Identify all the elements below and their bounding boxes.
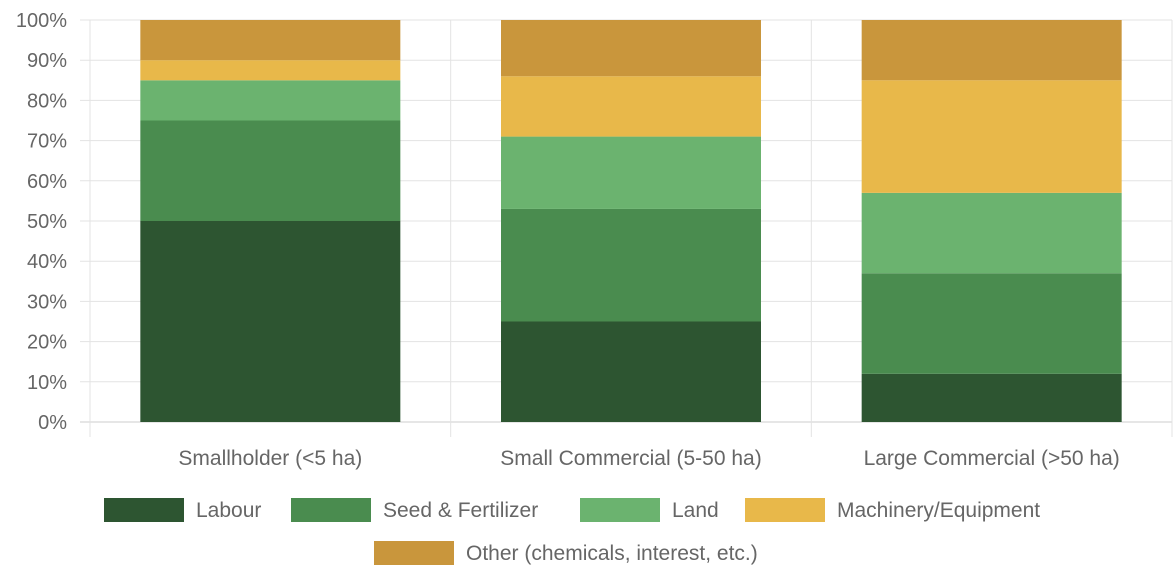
x-tick-label: Small Commercial (5-50 ha): [500, 447, 761, 470]
bar-segment-other-chemicals-interest-etc: [140, 20, 401, 61]
legend-swatch: [580, 498, 660, 522]
bar-segment-other-chemicals-interest-etc: [501, 20, 761, 77]
bar-segment-other-chemicals-interest-etc: [861, 20, 1122, 81]
legend-label: Other (chemicals, interest, etc.): [466, 542, 758, 565]
bar-segment-seed-fertilizer: [140, 120, 401, 221]
legend-swatch: [374, 541, 454, 565]
legend-swatch: [104, 498, 184, 522]
bar-segment-land: [861, 192, 1122, 274]
bar-segment-labour: [501, 321, 761, 422]
legend-label: Seed & Fertilizer: [383, 499, 538, 522]
x-tick-label: Smallholder (<5 ha): [178, 447, 362, 470]
legend-swatch: [291, 498, 371, 522]
bar-segment-machinery-equipment: [140, 60, 401, 81]
y-tick-label: 0%: [38, 412, 67, 434]
y-tick-label: 60%: [27, 171, 67, 193]
bar-segment-labour: [861, 373, 1122, 422]
bar-segment-machinery-equipment: [861, 80, 1122, 193]
y-tick-label: 70%: [27, 131, 67, 153]
x-tick-label: Large Commercial (>50 ha): [864, 447, 1120, 470]
y-tick-label: 10%: [27, 372, 67, 394]
legend-label: Labour: [196, 499, 261, 522]
bar-segment-land: [501, 136, 761, 209]
legend-swatch: [745, 498, 825, 522]
y-tick-label: 30%: [27, 291, 67, 313]
y-tick-label: 90%: [27, 50, 67, 72]
y-tick-label: 50%: [27, 211, 67, 233]
legend-label: Land: [672, 499, 719, 522]
y-tick-label: 20%: [27, 332, 67, 354]
bar-segment-land: [140, 80, 401, 121]
y-tick-label: 40%: [27, 251, 67, 273]
y-tick-label: 80%: [27, 90, 67, 112]
bar-segment-labour: [140, 221, 401, 422]
bar-segment-seed-fertilizer: [861, 273, 1122, 374]
bar-segment-machinery-equipment: [501, 76, 761, 137]
y-tick-label: 100%: [16, 10, 67, 32]
legend-label: Machinery/Equipment: [837, 499, 1040, 522]
bar-segment-seed-fertilizer: [501, 208, 761, 322]
